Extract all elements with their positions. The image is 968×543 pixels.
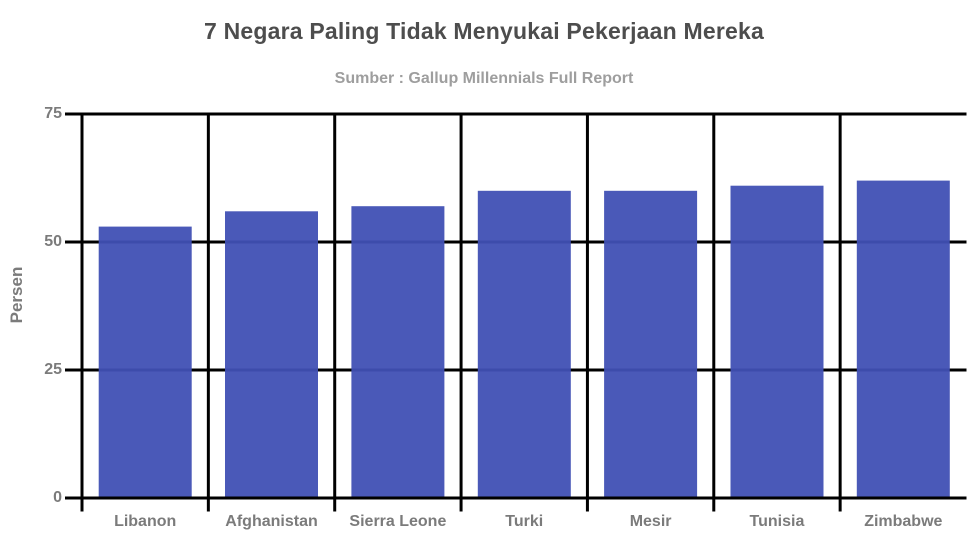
y-tick-label: 25 (44, 361, 62, 378)
x-category-label: Sierra Leone (349, 513, 447, 530)
x-category-label: Zimbabwe (864, 513, 943, 530)
y-tick-label: 50 (44, 233, 62, 250)
x-category-label: Turki (505, 513, 544, 530)
y-tick-label: 75 (44, 105, 62, 122)
bar (604, 190, 698, 499)
chart-title: 7 Negara Paling Tidak Menyukai Pekerjaan… (204, 18, 764, 44)
bar (477, 190, 571, 499)
bar (856, 180, 950, 498)
x-category-label: Tunisia (749, 513, 805, 530)
chart-subtitle: Sumber : Gallup Millennials Full Report (334, 70, 634, 87)
x-category-label: Libanon (114, 513, 177, 530)
y-tick-label: 0 (53, 489, 62, 506)
bar (351, 206, 445, 498)
bar (98, 226, 192, 498)
bar (730, 185, 824, 498)
bar (225, 211, 318, 499)
x-category-label: Mesir (629, 513, 672, 530)
x-category-label: Afghanistan (225, 513, 318, 530)
